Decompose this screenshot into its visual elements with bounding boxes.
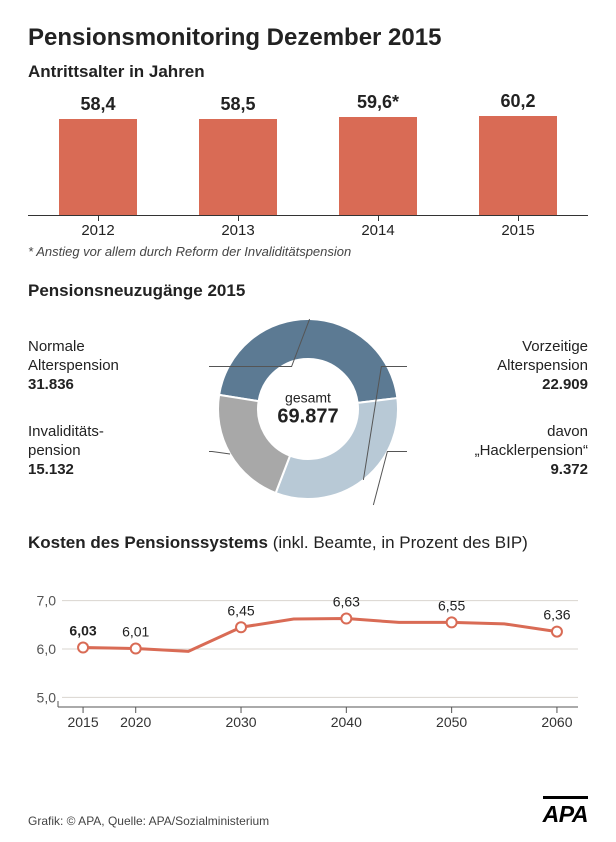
donut-label-vorzeitige: VorzeitigeAlterspension22.909 [411,338,588,394]
line-chart: 5,0 6,0 7,0 2015 2020 2030 2040 2050 2060 6,03 6,0… [28,563,588,733]
x-tick-label: 2040 [331,714,362,730]
x-tick-label: 2060 [541,714,572,730]
line-marker [236,622,246,632]
bar-2012: 58,4 [48,94,148,215]
bar-x-tick: 2014 [328,216,428,240]
bar-2014: 59,6* [328,92,428,215]
bar-rect [59,119,137,215]
bar-chart-title: Antrittsalter in Jahren [28,62,588,82]
y-tick-label: 6,0 [37,641,57,657]
x-tick-label: 2020 [120,714,151,730]
point-label: 6,01 [122,624,149,640]
bar-2013: 58,5 [188,94,288,215]
line-path [83,619,557,652]
line-marker [447,617,457,627]
line-marker [552,627,562,637]
bar-chart-section: Antrittsalter in Jahren 58,4 58,5 59,6* 60,… [28,62,588,259]
bar-2015: 60,2 [468,91,568,215]
bar-value-label: 58,5 [220,94,255,115]
line-marker [78,643,88,653]
point-label: 6,55 [438,597,465,613]
point-label: 6,45 [227,602,254,618]
bar-x-tick: 2012 [48,216,148,240]
y-tick-label: 7,0 [37,593,57,609]
donut-chart-section: Pensionsneuzugänge 2015 NormaleAlterspen… [28,281,588,509]
line-marker [341,614,351,624]
point-label: 6,63 [333,594,360,610]
apa-logo: APA [543,796,588,828]
line-marker [131,644,141,654]
bar-x-tick: 2013 [188,216,288,240]
x-tick-label: 2030 [225,714,256,730]
bar-x-tick: 2015 [468,216,568,240]
x-tick-label: 2015 [67,714,98,730]
y-tick-label: 5,0 [37,689,57,705]
bar-rect [199,119,277,215]
bar-rect [479,116,557,215]
bar-rect [339,117,417,215]
donut-label-normale: NormaleAlterspension31.836 [28,338,205,394]
donut-chart-title: Pensionsneuzugänge 2015 [28,281,588,301]
line-chart-section: Kosten des Pensionssystems (inkl. Beamte… [28,533,588,733]
line-chart-title: Kosten des Pensionssystems (inkl. Beamte… [28,533,588,553]
bar-chart-footnote: * Anstieg vor allem durch Reform der Inv… [28,244,588,259]
bar-value-label: 60,2 [500,91,535,112]
bar-chart: 58,4 58,5 59,6* 60,2 2012 2013 2014 2015 [28,90,588,240]
bar-value-label: 59,6* [357,92,399,113]
donut-chart: gesamt 69.877 [213,314,403,504]
line-title-main: Kosten des Pensionssystems [28,533,268,552]
donut-label-hackler: davon„Hacklerpension“9.372 [411,423,588,479]
bar-value-label: 58,4 [80,94,115,115]
credits-text: Grafik: © APA, Quelle: APA/Sozialministe… [28,814,269,828]
point-label: 6,03 [69,623,96,639]
page-title: Pensionsmonitoring Dezember 2015 [28,24,588,52]
x-tick-label: 2050 [436,714,467,730]
donut-center-label: gesamt [277,390,338,406]
donut-label-invalid: Invaliditäts-pension15.132 [28,423,205,479]
donut-center-value: 69.877 [277,406,338,429]
line-title-note: (inkl. Beamte, in Prozent des BIP) [268,533,528,552]
point-label: 6,36 [543,607,570,623]
